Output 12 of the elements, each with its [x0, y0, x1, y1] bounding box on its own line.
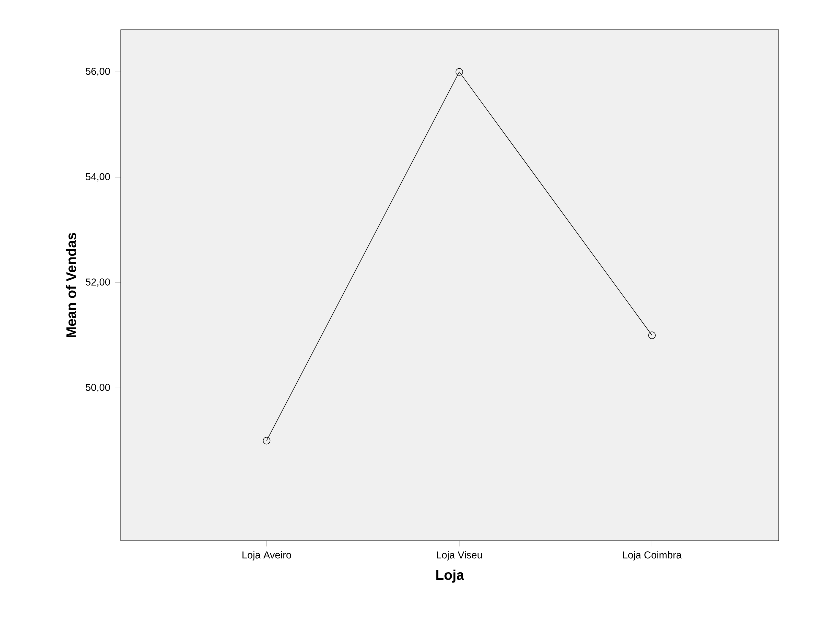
y-tick-label: 56,00: [86, 68, 110, 76]
x-tick-label: Loja Aveiro: [242, 551, 292, 561]
y-tick-label: 50,00: [86, 384, 110, 392]
y-tick-label: 52,00: [86, 278, 110, 287]
y-axis-title: Mean of Vendas: [66, 233, 76, 338]
x-axis-title: Loja: [436, 570, 464, 583]
x-tick-label: Loja Coimbra: [623, 551, 682, 561]
point: [263, 437, 271, 445]
point: [456, 68, 464, 76]
x-tick-label: Loja Viseu: [437, 551, 482, 561]
y-tick-label: 54,00: [86, 173, 110, 182]
point: [648, 332, 656, 340]
